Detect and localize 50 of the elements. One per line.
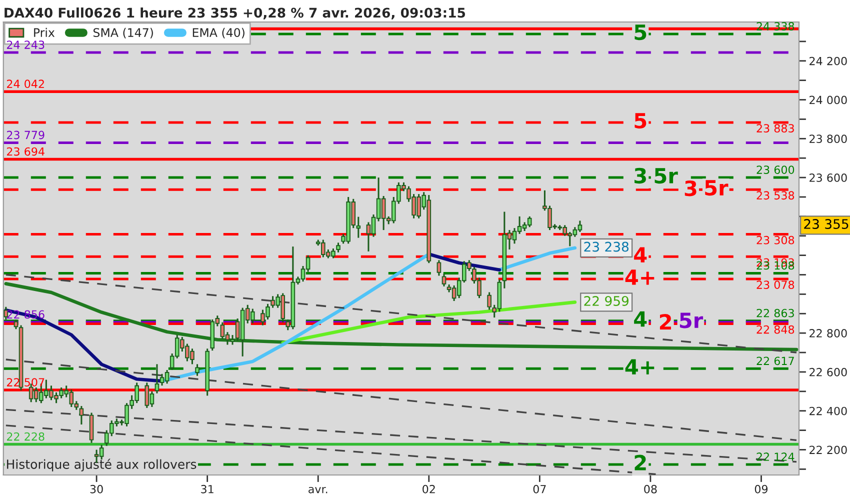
ref-line-label: 23 694 xyxy=(6,147,44,156)
annotation: 2 xyxy=(660,314,671,330)
x-tick-label: 31 xyxy=(201,484,214,494)
x-tick-label: 30 xyxy=(90,484,103,494)
x-tick-label: 08 xyxy=(644,484,657,494)
x-tick-label: avr. xyxy=(308,486,328,494)
ref-line-label: 22 863 xyxy=(756,308,794,318)
ref-line-label: 23 078 xyxy=(756,280,794,290)
ref-line-label: 22 228 xyxy=(6,432,44,441)
y-tick-label: 24 000 xyxy=(810,96,847,104)
chart-title: DAX40 Full0626 1 heure 23 355 +0,28 % 7 avr. 2026, 09:03:15 xyxy=(4,8,466,20)
ref-line-label: 23 538 xyxy=(756,191,794,200)
legend-label: SMA (147) xyxy=(94,28,153,38)
ref-line-label: 23 600 xyxy=(756,166,794,174)
y-tick-label: 22 600 xyxy=(810,368,847,376)
text: 23 355 xyxy=(804,219,848,229)
ref-line-label: 23 779 xyxy=(6,130,44,140)
ref-line-label: 24 042 xyxy=(6,80,44,88)
data-label: 22 959 xyxy=(584,296,628,306)
annotation: 5r xyxy=(680,312,704,328)
annotation: 4+ xyxy=(625,359,654,374)
y-tick-label: 22 400 xyxy=(810,406,847,416)
y-tick-label: 22 200 xyxy=(810,446,847,454)
annotation: 4 xyxy=(634,311,647,327)
annotation: 5 xyxy=(634,113,646,129)
data-label: 23 238 xyxy=(584,242,629,252)
annotation: 5 xyxy=(634,24,646,40)
ref-line-label: 24 243 xyxy=(6,40,44,49)
annotation: 5r xyxy=(705,180,728,196)
annotation: 2 xyxy=(634,454,646,470)
ref-line-label: 22 848 xyxy=(756,325,794,334)
annotation: 5r xyxy=(654,168,678,184)
x-tick-label: 09 xyxy=(754,484,768,494)
annotation: 3 xyxy=(634,168,646,184)
legend-label: Prix xyxy=(34,28,55,37)
y-tick-label: 22 800 xyxy=(810,329,847,338)
y-tick-label: 23 600 xyxy=(810,174,847,182)
x-tick-label: 02 xyxy=(422,484,435,494)
y-tick-label: 24 200 xyxy=(810,56,847,66)
ref-line-label: 22 617 xyxy=(756,356,794,366)
x-tick-label: 07 xyxy=(533,484,546,494)
y-tick-label: 23 800 xyxy=(810,134,847,144)
annotation: 3 xyxy=(684,180,696,196)
annotation: Historique ajusté aux rollovers xyxy=(7,458,196,472)
legend-label: EMA (40) xyxy=(192,28,244,38)
annotation: 4+ xyxy=(625,270,654,285)
ref-line-label: 23 308 xyxy=(756,236,794,244)
annotation: 4 xyxy=(634,247,647,262)
ref-line-label: 23 883 xyxy=(756,124,794,133)
ref-line-label: 22 124 xyxy=(756,452,794,461)
